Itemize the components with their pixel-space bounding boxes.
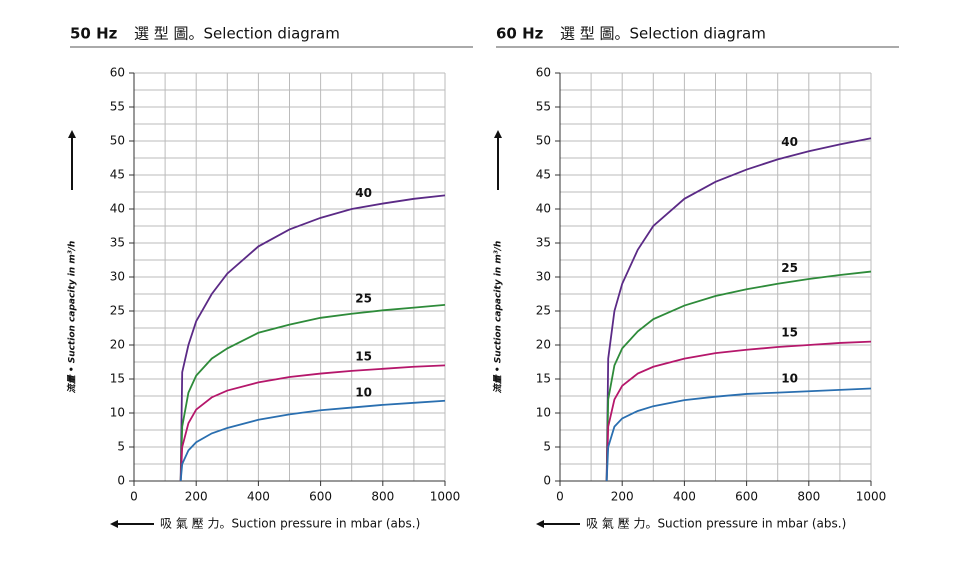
y-tick-label: 40 — [536, 202, 551, 216]
curve — [179, 364, 446, 482]
chart-subtitle: 選 型 圖。Selection diagram — [560, 25, 766, 43]
curve — [179, 194, 446, 482]
y-tick-label: 60 — [536, 66, 551, 80]
chart-title: 60 Hz — [496, 25, 544, 43]
y-tick-label: 20 — [110, 338, 125, 352]
y-tick-label: 35 — [110, 236, 125, 250]
x-tick-label: 800 — [797, 490, 820, 504]
curve — [605, 387, 872, 482]
x-arrow-head — [536, 520, 544, 528]
chart-subtitle: 選 型 圖。Selection diagram — [134, 25, 340, 43]
y-tick-label: 45 — [110, 168, 125, 182]
y-tick-label: 50 — [536, 134, 551, 148]
y-axis-label: 流量 • Suction capacity in m³/h — [67, 241, 78, 394]
x-tick-label: 0 — [556, 490, 564, 504]
curve-label: 10 — [781, 371, 798, 385]
curve — [179, 303, 446, 482]
y-tick-label: 30 — [110, 270, 125, 284]
curve-label: 15 — [355, 349, 372, 363]
y-tick-label: 20 — [536, 338, 551, 352]
x-axis-label: 吸 氣 壓 力。Suction pressure in mbar (abs.) — [160, 517, 420, 531]
y-tick-label: 40 — [110, 202, 125, 216]
curve — [605, 137, 872, 482]
x-tick-label: 600 — [309, 490, 332, 504]
y-tick-label: 25 — [110, 304, 125, 318]
x-tick-label: 0 — [130, 490, 138, 504]
x-tick-label: 400 — [247, 490, 270, 504]
y-tick-label: 0 — [117, 474, 125, 488]
y-tick-label: 60 — [110, 66, 125, 80]
y-tick-label: 55 — [110, 100, 125, 114]
y-tick-label: 35 — [536, 236, 551, 250]
curve-label: 25 — [781, 261, 798, 275]
y-tick-label: 0 — [543, 474, 551, 488]
x-arrow-head — [110, 520, 118, 528]
chart-title: 50 Hz — [70, 25, 118, 43]
y-tick-label: 5 — [117, 440, 125, 454]
y-tick-label: 30 — [536, 270, 551, 284]
y-tick-label: 45 — [536, 168, 551, 182]
x-tick-label: 1000 — [856, 490, 887, 504]
x-tick-label: 200 — [185, 490, 208, 504]
y-arrow-head — [68, 130, 76, 138]
y-arrow-head — [494, 130, 502, 138]
x-tick-label: 1000 — [430, 490, 461, 504]
y-tick-label: 50 — [110, 134, 125, 148]
curve-label: 15 — [781, 326, 798, 340]
curve — [179, 399, 446, 482]
y-tick-label: 5 — [543, 440, 551, 454]
curve-label: 40 — [355, 186, 372, 200]
curve — [605, 270, 872, 482]
x-tick-label: 200 — [611, 490, 634, 504]
y-axis-label: 流量 • Suction capacity in m³/h — [493, 241, 504, 394]
curve-label: 25 — [355, 292, 372, 306]
y-tick-label: 10 — [536, 406, 551, 420]
y-tick-label: 55 — [536, 100, 551, 114]
curve-label: 40 — [781, 135, 798, 149]
y-tick-label: 15 — [536, 372, 551, 386]
y-tick-label: 15 — [110, 372, 125, 386]
y-tick-label: 10 — [110, 406, 125, 420]
x-tick-label: 800 — [371, 490, 394, 504]
x-tick-label: 600 — [735, 490, 758, 504]
x-tick-label: 400 — [673, 490, 696, 504]
curve-label: 10 — [355, 386, 372, 400]
x-axis-label: 吸 氣 壓 力。Suction pressure in mbar (abs.) — [586, 517, 846, 531]
curve — [605, 340, 872, 482]
y-tick-label: 25 — [536, 304, 551, 318]
